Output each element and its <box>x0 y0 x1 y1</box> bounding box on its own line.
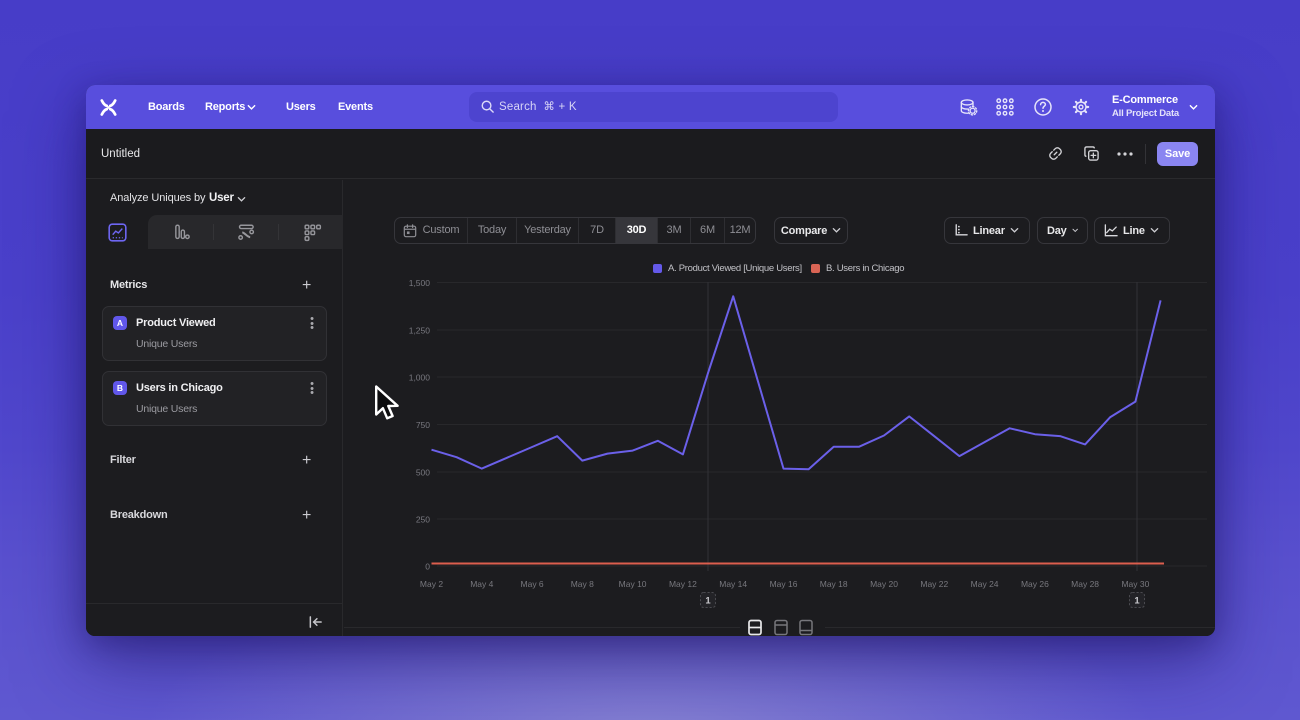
svg-text:May 14: May 14 <box>719 579 747 589</box>
svg-text:May 24: May 24 <box>971 579 999 589</box>
svg-text:0: 0 <box>425 562 430 572</box>
svg-text:May 22: May 22 <box>920 579 948 589</box>
svg-text:May 26: May 26 <box>1021 579 1049 589</box>
svg-text:1,250: 1,250 <box>409 326 431 336</box>
svg-text:250: 250 <box>416 515 430 525</box>
svg-text:1: 1 <box>1134 596 1140 607</box>
svg-text:1,000: 1,000 <box>409 373 431 383</box>
svg-text:May 30: May 30 <box>1121 579 1149 589</box>
svg-text:500: 500 <box>416 468 430 478</box>
svg-text:May 6: May 6 <box>521 579 544 589</box>
svg-text:May 20: May 20 <box>870 579 898 589</box>
svg-text:May 4: May 4 <box>470 579 493 589</box>
svg-text:750: 750 <box>416 420 430 430</box>
svg-text:May 12: May 12 <box>669 579 697 589</box>
svg-text:1,500: 1,500 <box>409 278 431 288</box>
svg-text:May 2: May 2 <box>420 579 443 589</box>
svg-text:May 8: May 8 <box>571 579 594 589</box>
svg-text:May 16: May 16 <box>770 579 798 589</box>
svg-text:May 28: May 28 <box>1071 579 1099 589</box>
svg-text:May 10: May 10 <box>619 579 647 589</box>
svg-text:1: 1 <box>705 596 711 607</box>
svg-text:May 18: May 18 <box>820 579 848 589</box>
